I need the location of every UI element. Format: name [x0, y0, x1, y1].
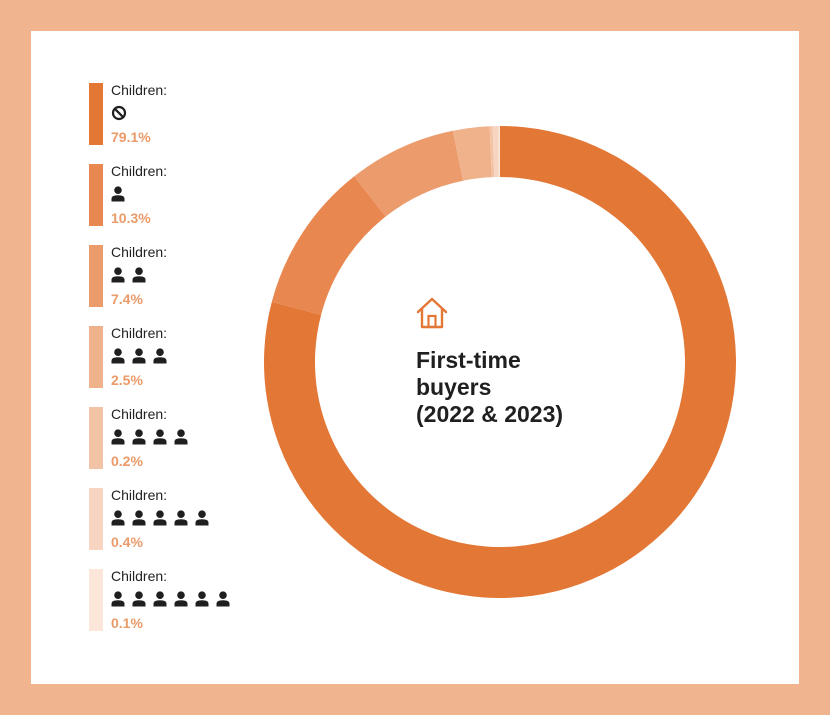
legend-icons	[111, 186, 129, 202]
legend-item: Children: 2.5%	[89, 324, 289, 405]
legend-icons	[111, 591, 234, 607]
legend-swatch	[89, 326, 103, 388]
legend-icons	[111, 267, 150, 283]
person-icon	[216, 591, 230, 607]
person-icon	[111, 186, 125, 202]
legend-item: Children: 7.4%	[89, 243, 289, 324]
legend-value: 10.3%	[111, 210, 151, 226]
donut-slice-7	[498, 126, 500, 178]
legend-swatch	[89, 488, 103, 550]
legend-value: 2.5%	[111, 372, 143, 388]
person-icon	[111, 591, 125, 607]
person-icon	[153, 591, 167, 607]
person-icon	[132, 591, 146, 607]
donut-slice-4	[452, 126, 492, 181]
chart-title: First-time buyers (2022 & 2023)	[416, 347, 616, 428]
legend-value: 7.4%	[111, 291, 143, 307]
legend-icons	[111, 348, 171, 364]
legend-value: 0.4%	[111, 534, 143, 550]
title-line-1: First-time	[416, 347, 521, 373]
person-icon	[132, 348, 146, 364]
legend-swatch	[89, 245, 103, 307]
legend-label: Children:	[111, 487, 168, 503]
legend-item: Children: 0.1%	[89, 567, 289, 648]
chart-card: Children: 79.1% Children: 10.3% Children: 7.4…	[31, 31, 799, 684]
person-icon	[111, 348, 125, 364]
legend-swatch	[89, 164, 103, 226]
legend-icons	[111, 429, 192, 445]
title-line-2: buyers	[416, 374, 492, 400]
person-icon	[132, 429, 146, 445]
legend-label: Children:	[111, 406, 168, 422]
legend-label: Children:	[111, 325, 168, 341]
legend-label: Children:	[111, 163, 168, 179]
legend-item: Children: 79.1%	[89, 81, 289, 162]
person-icon	[153, 510, 167, 526]
person-icon	[132, 267, 146, 283]
legend-value: 0.2%	[111, 453, 143, 469]
no-children-icon	[111, 105, 127, 121]
legend-value: 79.1%	[111, 129, 151, 145]
person-icon	[174, 429, 188, 445]
legend-label: Children:	[111, 568, 168, 584]
donut-slice-5	[489, 126, 495, 178]
person-icon	[195, 591, 209, 607]
person-icon	[111, 429, 125, 445]
title-line-3: (2022 & 2023)	[416, 401, 564, 427]
legend-value: 0.1%	[111, 615, 143, 631]
donut-slice-2	[271, 176, 386, 315]
legend-item: Children: 10.3%	[89, 162, 289, 243]
person-icon	[132, 510, 146, 526]
legend-icons	[111, 510, 213, 526]
legend-item: Children: 0.4%	[89, 486, 289, 567]
person-icon	[111, 510, 125, 526]
person-icon	[111, 267, 125, 283]
legend-item: Children: 0.2%	[89, 405, 289, 486]
donut-slice-3	[354, 130, 464, 217]
donut-slice-6	[492, 126, 499, 178]
legend-icons	[111, 105, 127, 121]
person-icon	[174, 510, 188, 526]
house-icon	[415, 296, 449, 335]
person-icon	[195, 510, 209, 526]
legend-swatch	[89, 407, 103, 469]
legend-label: Children:	[111, 244, 168, 260]
legend-swatch	[89, 83, 103, 145]
legend: Children: 79.1% Children: 10.3% Children: 7.4…	[89, 81, 289, 648]
person-icon	[153, 429, 167, 445]
person-icon	[174, 591, 188, 607]
legend-label: Children:	[111, 82, 168, 98]
legend-swatch	[89, 569, 103, 631]
person-icon	[153, 348, 167, 364]
donut-chart	[264, 126, 737, 598]
